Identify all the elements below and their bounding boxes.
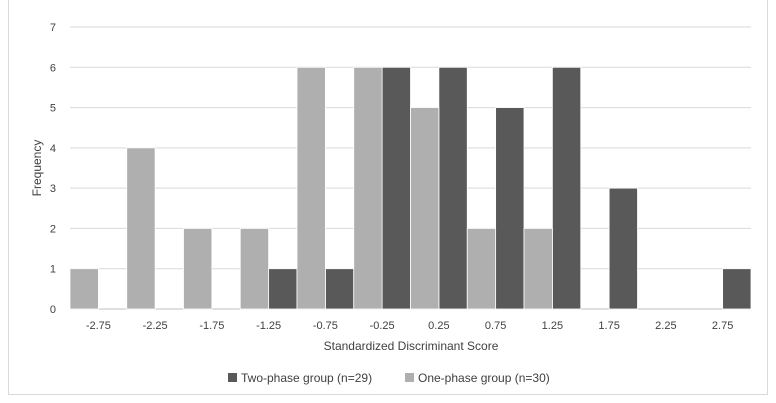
y-tick-label: 5	[50, 103, 56, 115]
legend: Two-phase group (n=29) One-phase group (…	[228, 371, 550, 385]
bar-two-phase--0.25	[381, 66, 411, 310]
x-tick-label: -2.25	[143, 320, 168, 332]
bar-one-phase-0.75	[466, 228, 497, 310]
y-tick-label: 0	[50, 304, 56, 316]
x-tick-label: -0.75	[313, 320, 338, 332]
x-tick-label: 2.75	[712, 320, 733, 332]
y-tick-labels: 0 1 2 3 4 5 6 7	[50, 22, 56, 316]
bar-two-phase-0.25	[438, 66, 468, 310]
legend-swatch-two-phase	[228, 373, 237, 382]
bar-one-phase--0.75	[296, 66, 326, 310]
bar-one-phase--1.75	[183, 228, 213, 310]
x-tick-label: 0.25	[428, 320, 449, 332]
bar-two-phase--0.75	[324, 268, 355, 310]
x-tick-label: 1.25	[542, 320, 563, 332]
legend-label-one-phase: One-phase group (n=30)	[418, 371, 550, 385]
y-tick-label: 2	[50, 223, 56, 235]
x-tick-label: -0.25	[370, 320, 395, 332]
bar-one-phase-0.25	[410, 107, 440, 310]
legend-swatch-one-phase	[405, 373, 414, 382]
x-tick-label: -2.75	[86, 320, 111, 332]
y-tick-label: 4	[50, 143, 56, 155]
x-axis-title: Standardized Discriminant Score	[324, 339, 499, 353]
bar-one-phase--2.25	[126, 147, 156, 310]
y-tick-label: 3	[50, 183, 56, 195]
bar-one-phase--0.25	[353, 66, 383, 310]
bar-one-phase-1.25	[523, 228, 553, 310]
x-tick-label: 0.75	[485, 320, 506, 332]
bar-one-phase--1.25	[239, 228, 270, 310]
x-tick-label: 2.25	[655, 320, 676, 332]
bars	[69, 66, 752, 310]
chart-frame	[8, 0, 768, 395]
bar-two-phase--1.25	[268, 268, 298, 310]
y-tick-label: 7	[50, 22, 56, 34]
x-tick-label: -1.75	[199, 320, 224, 332]
y-axis-title: Frequency	[30, 140, 44, 197]
x-tick-label: 1.75	[598, 320, 619, 332]
x-tick-label: -1.25	[256, 320, 281, 332]
x-tick-labels: -2.75 -2.25 -1.75 -1.25 -0.75 -0.25 0.25 0.75 1.…	[86, 320, 734, 332]
bar-two-phase-2.75	[722, 268, 752, 310]
bar-one-phase--2.75	[69, 268, 99, 310]
bar-two-phase-0.75	[495, 107, 525, 310]
legend-label-two-phase: Two-phase group (n=29)	[241, 371, 372, 385]
bar-two-phase-1.25	[551, 66, 582, 310]
y-tick-label: 6	[50, 62, 56, 74]
bar-two-phase-1.75	[608, 187, 638, 310]
y-tick-label: 1	[50, 264, 56, 276]
